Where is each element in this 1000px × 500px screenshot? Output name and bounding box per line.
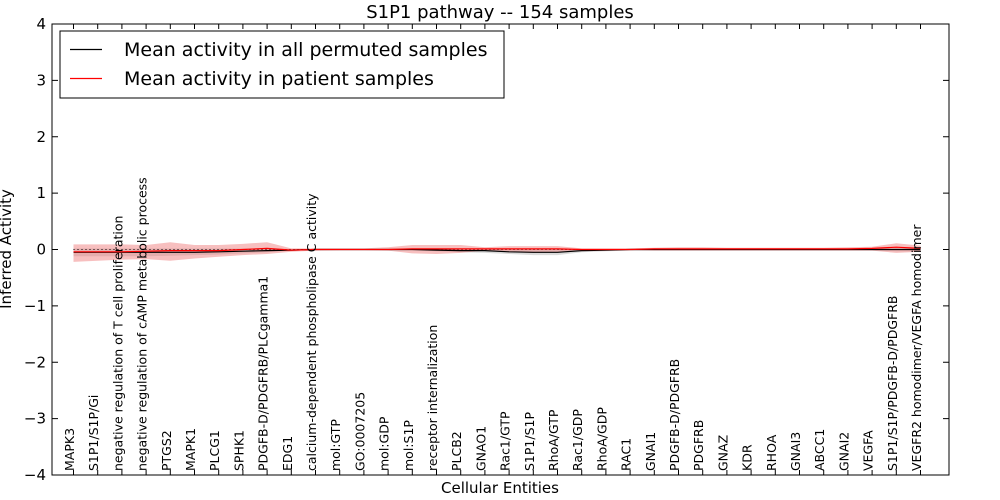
y-tick-label: −2: [24, 353, 46, 371]
plot-frame: [51, 23, 950, 476]
entity-label: GNAZ: [715, 435, 730, 471]
y-tick-label: 2: [36, 128, 46, 146]
entity-label: PLCB2: [449, 431, 464, 471]
entity-label: RhoA/GDP: [594, 407, 609, 471]
entity-label: negative regulation of cAMP metabolic pr…: [135, 177, 150, 471]
entity-label: RHOA: [764, 434, 779, 471]
entity-label: GNAI1: [643, 432, 658, 471]
y-tick-label: 1: [36, 184, 46, 202]
y-tick-label: 4: [36, 15, 46, 33]
entity-label: Rac1/GDP: [570, 409, 585, 471]
entity-label: PDGFRB: [691, 420, 706, 471]
entity-label: GNAI3: [788, 432, 803, 471]
x-axis-title: Cellular Entities: [441, 479, 559, 497]
chart-title: S1P1 pathway -- 154 samples: [366, 2, 634, 23]
entity-label: MAPK3: [62, 428, 77, 471]
entity-label: GNAI2: [836, 432, 851, 471]
entity-label: ABCC1: [812, 429, 827, 471]
entity-label: S1P1/S1P/Gi: [86, 395, 101, 471]
legend-permuted-label: Mean activity in all permuted samples: [124, 39, 487, 61]
entity-label: receptor internalization: [425, 325, 440, 471]
x-axis-ticks: [73, 24, 921, 475]
entity-label: GNAO1: [473, 426, 488, 471]
patient-mean-line: [73, 246, 921, 253]
entity-label: RhoA/GTP: [546, 409, 561, 471]
entity-label: RAC1: [619, 438, 634, 471]
entity-label: Rac1/GTP: [498, 411, 513, 471]
entity-label: calcium-dependent phospholipase C activi…: [304, 193, 319, 471]
entity-label: PLCG1: [207, 430, 222, 471]
legend-box: [59, 30, 505, 99]
entity-label: EDG1: [280, 436, 295, 471]
entity-label: mol:GTP: [328, 419, 343, 471]
entity-labels: MAPK3 S1P1/S1P/Gi negative regulation of T…: [62, 177, 924, 471]
patient-confidence-band: [73, 242, 921, 262]
entity-label: VEGFA: [861, 430, 876, 471]
entity-label: VEGFR2 homodimer/VEGFA homodimer: [909, 224, 924, 471]
entity-label: PDGFB-D/PDGFRB: [667, 359, 682, 471]
entity-label: S1P1/S1P: [522, 412, 537, 471]
entity-label: mol:GDP: [377, 416, 392, 471]
entity-label: PTGS2: [159, 430, 174, 471]
legend-patient-label: Mean activity in patient samples: [124, 68, 434, 90]
y-tick-label: −1: [24, 297, 46, 315]
y-tick-label: 3: [36, 71, 46, 89]
entity-label: SPHK1: [231, 430, 246, 471]
entity-label: GO:0007205: [352, 392, 367, 471]
entity-label: negative regulation of T cell proliferat…: [110, 216, 125, 471]
entity-label: MAPK1: [183, 428, 198, 471]
legend: Mean activity in all permuted samples Me…: [59, 30, 505, 99]
entity-label: PDGFB-D/PDGFRB/PLCgamma1: [256, 276, 271, 471]
series-lines: [73, 246, 921, 253]
y-tick-label: −3: [24, 410, 46, 428]
y-axis-title: Inferred Activity: [0, 189, 15, 309]
y-axis-ticks: −4 −3 −2 −1 0 1 2 3 4: [24, 15, 949, 484]
entity-label: mol:S1P: [401, 420, 416, 471]
y-tick-label: 0: [36, 241, 46, 259]
y-tick-label: −4: [24, 466, 46, 484]
entity-label: S1P1/S1P/PDGFB-D/PDGFRB: [885, 295, 900, 471]
entity-label: KDR: [740, 444, 755, 471]
